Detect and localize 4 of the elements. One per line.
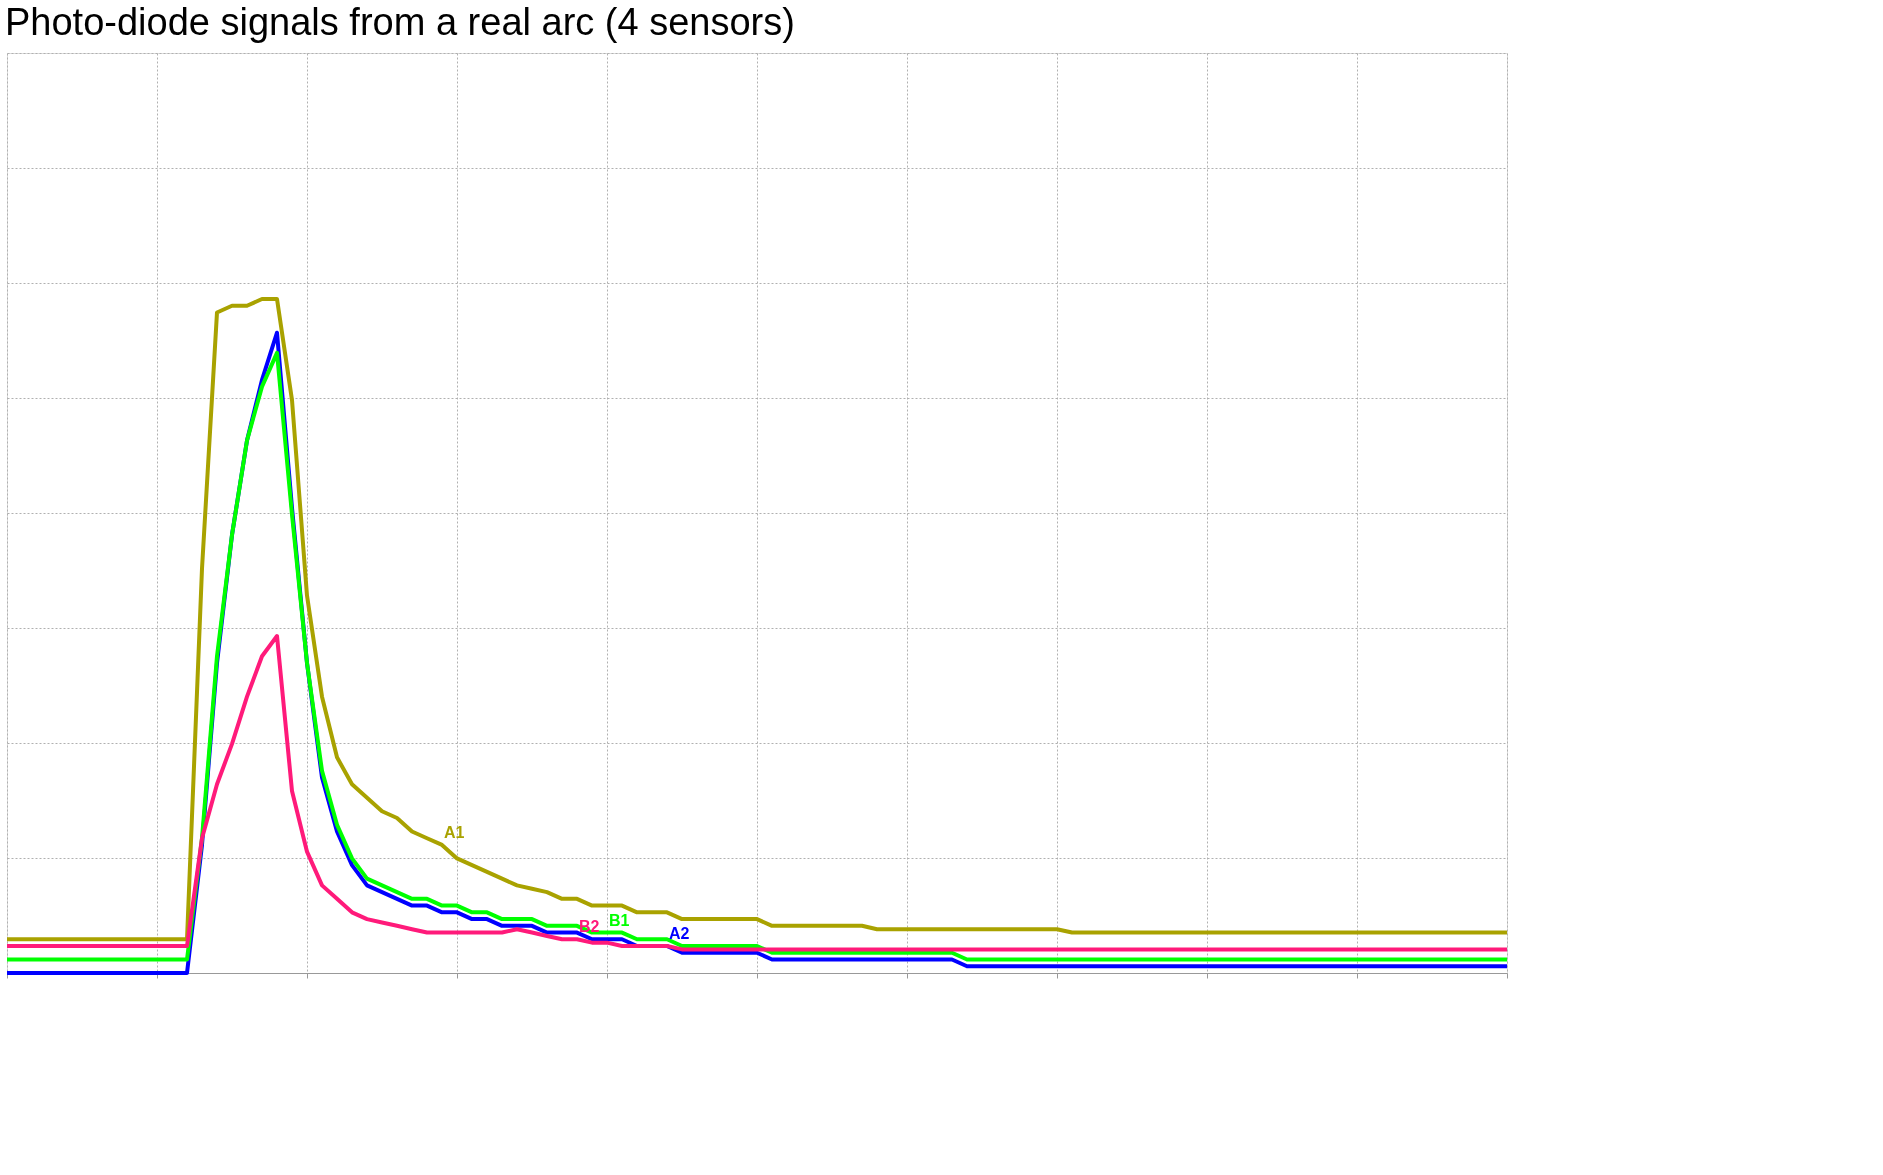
chart-title: Photo-diode signals from a real arc (4 sensors): [5, 1, 795, 43]
series-label: A2: [669, 925, 690, 943]
series-label: A1: [444, 823, 465, 841]
series-label: B1: [609, 911, 630, 929]
